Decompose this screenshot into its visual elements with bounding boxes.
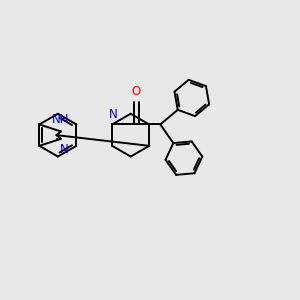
Text: N: N (60, 143, 69, 156)
Text: NH: NH (52, 113, 70, 126)
Text: N: N (109, 108, 118, 121)
Text: O: O (132, 85, 141, 98)
